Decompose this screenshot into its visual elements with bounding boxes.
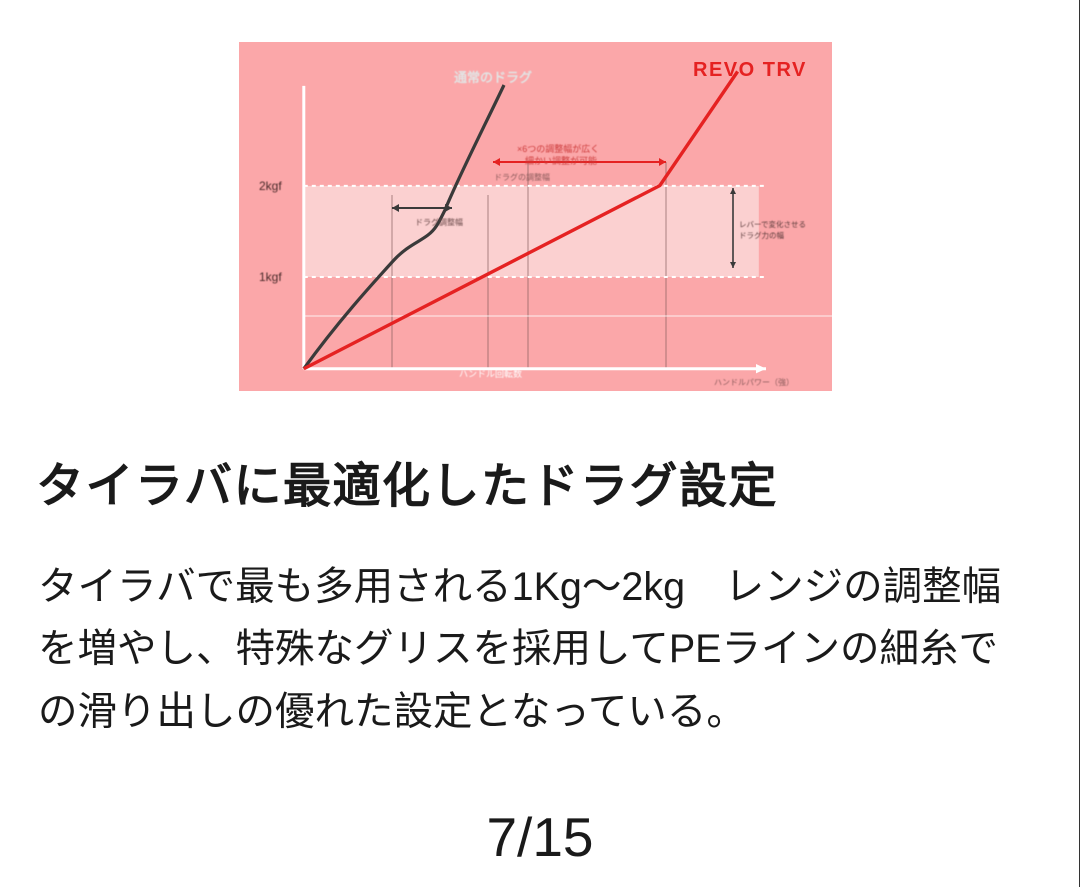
svg-text:×6つの調整幅が広く: ×6つの調整幅が広く — [517, 143, 599, 154]
svg-text:レバーで変化させる: レバーで変化させる — [739, 219, 806, 229]
svg-text:ドラグの調整幅: ドラグの調整幅 — [494, 172, 550, 182]
svg-text:1kgf: 1kgf — [259, 270, 282, 284]
svg-text:ドラグ調整幅: ドラグ調整幅 — [415, 217, 463, 227]
svg-text:通常のドラグ: 通常のドラグ — [454, 70, 532, 85]
svg-text:2kgf: 2kgf — [259, 179, 282, 193]
svg-text:細かい調整が可能: 細かい調整が可能 — [525, 155, 597, 166]
svg-text:ドラグ力の幅: ドラグ力の幅 — [739, 230, 784, 240]
svg-text:ハンドルパワー（強）: ハンドルパワー（強） — [714, 377, 794, 387]
svg-text:REVO TRV: REVO TRV — [693, 59, 807, 81]
svg-text:ハンドル回転数: ハンドル回転数 — [459, 368, 522, 379]
